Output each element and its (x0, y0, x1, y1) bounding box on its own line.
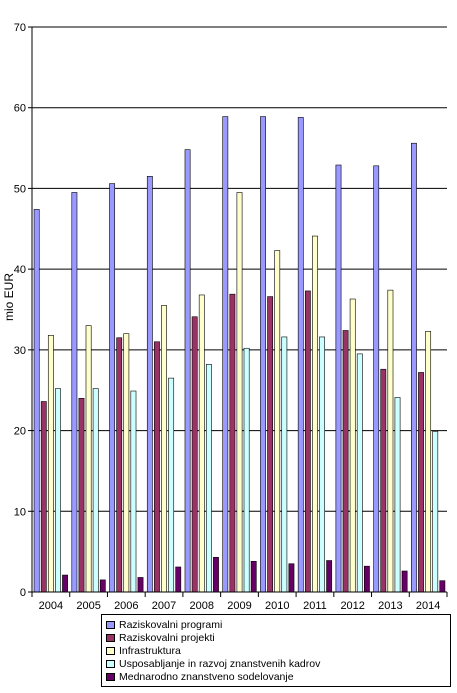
legend: Raziskovalni programi Raziskovalni projek… (101, 614, 451, 687)
legend-label: Mednarodno znanstveno sodelovanje (119, 670, 294, 683)
bars (33, 116, 446, 593)
legend-swatch (106, 633, 115, 642)
y-tick-label: 40 (14, 264, 26, 276)
bar (85, 325, 92, 593)
bar (342, 330, 349, 593)
bar (281, 336, 288, 593)
bar (439, 580, 446, 593)
legend-swatch (106, 620, 115, 629)
bar (55, 388, 61, 593)
bar (116, 337, 123, 593)
y-tick-label: 70 (14, 22, 26, 34)
bar (411, 142, 417, 593)
legend-item: Infrastruktura (106, 644, 450, 657)
bar (380, 368, 387, 593)
legend-swatch (106, 672, 115, 681)
bar (319, 336, 325, 593)
y-axis-label: mio EUR (2, 273, 16, 321)
legend-item: Usposabljanje in razvoj znanstvenih kadr… (106, 657, 450, 670)
bar (175, 566, 182, 593)
bar (288, 563, 295, 593)
bar (401, 570, 408, 593)
bar (394, 397, 401, 593)
bar (363, 565, 370, 593)
bar (297, 117, 304, 593)
bar (71, 192, 78, 593)
bar (40, 401, 47, 593)
bar (432, 431, 439, 593)
bar (47, 335, 54, 593)
bar (161, 305, 167, 593)
bar (99, 579, 106, 593)
bar (274, 250, 281, 593)
bar (312, 235, 318, 593)
legend-swatch (106, 646, 115, 655)
x-tick-label: 2011 (303, 600, 327, 610)
bar (191, 316, 198, 593)
bar-chart: 0 10 20 30 40 50 60 70 2004 2005 2006 2007 2008 2009 2… (2, 22, 448, 610)
bar (387, 289, 394, 593)
bar (304, 290, 311, 593)
bar (33, 209, 40, 593)
legend-swatch (106, 659, 115, 668)
y-tick-label: 30 (14, 345, 26, 357)
bar (373, 165, 380, 593)
legend-item: Raziskovalni programi (106, 618, 450, 631)
bar (418, 372, 424, 593)
legend-label: Raziskovalni projekti (119, 631, 215, 644)
bar (154, 341, 160, 593)
bar (123, 333, 130, 593)
bar (250, 561, 257, 593)
bar (260, 116, 266, 593)
y-tick-label: 10 (14, 506, 26, 518)
bar (92, 388, 99, 593)
legend-item: Mednarodno znanstveno sodelovanje (106, 670, 450, 683)
x-tick-label: 2012 (340, 600, 364, 610)
bar (78, 397, 85, 593)
bar (184, 149, 191, 593)
axes: 0 10 20 30 40 50 60 70 2004 2005 2006 2007 2008 2009 2… (14, 22, 448, 610)
bar (236, 192, 243, 593)
bar (335, 164, 342, 593)
x-tick-label: 2005 (76, 600, 100, 610)
bar (205, 364, 212, 593)
x-tick-label: 2010 (265, 600, 289, 610)
x-tick-label: 2014 (416, 600, 440, 610)
bar (213, 556, 219, 593)
bar (425, 330, 432, 593)
y-tick-label: 50 (14, 183, 26, 195)
legend-label: Usposabljanje in razvoj znanstvenih kadr… (119, 657, 321, 670)
legend-label: Infrastruktura (119, 644, 181, 657)
bar (168, 377, 175, 593)
bar (243, 347, 250, 593)
bar (146, 176, 153, 593)
x-tick-label: 2008 (190, 600, 214, 610)
y-tick-label: 20 (14, 426, 26, 438)
bar (137, 577, 144, 593)
bar (222, 116, 229, 593)
legend-label: Raziskovalni programi (119, 618, 223, 631)
x-tick-label: 2004 (39, 600, 63, 610)
legend-item: Raziskovalni projekti (106, 631, 450, 644)
bar (356, 353, 363, 593)
y-tick-label: 0 (20, 587, 26, 599)
bar (62, 574, 68, 593)
x-tick-label: 2009 (227, 600, 251, 610)
y-tick-label: 60 (14, 103, 26, 115)
bar (326, 560, 333, 593)
bar (267, 296, 274, 593)
bar (349, 298, 356, 593)
x-tick-label: 2013 (378, 600, 402, 610)
bar (198, 294, 205, 593)
x-tick-label: 2007 (152, 600, 176, 610)
bar (229, 293, 236, 593)
bar (109, 183, 116, 593)
bar (130, 390, 137, 593)
x-tick-label: 2006 (114, 600, 138, 610)
